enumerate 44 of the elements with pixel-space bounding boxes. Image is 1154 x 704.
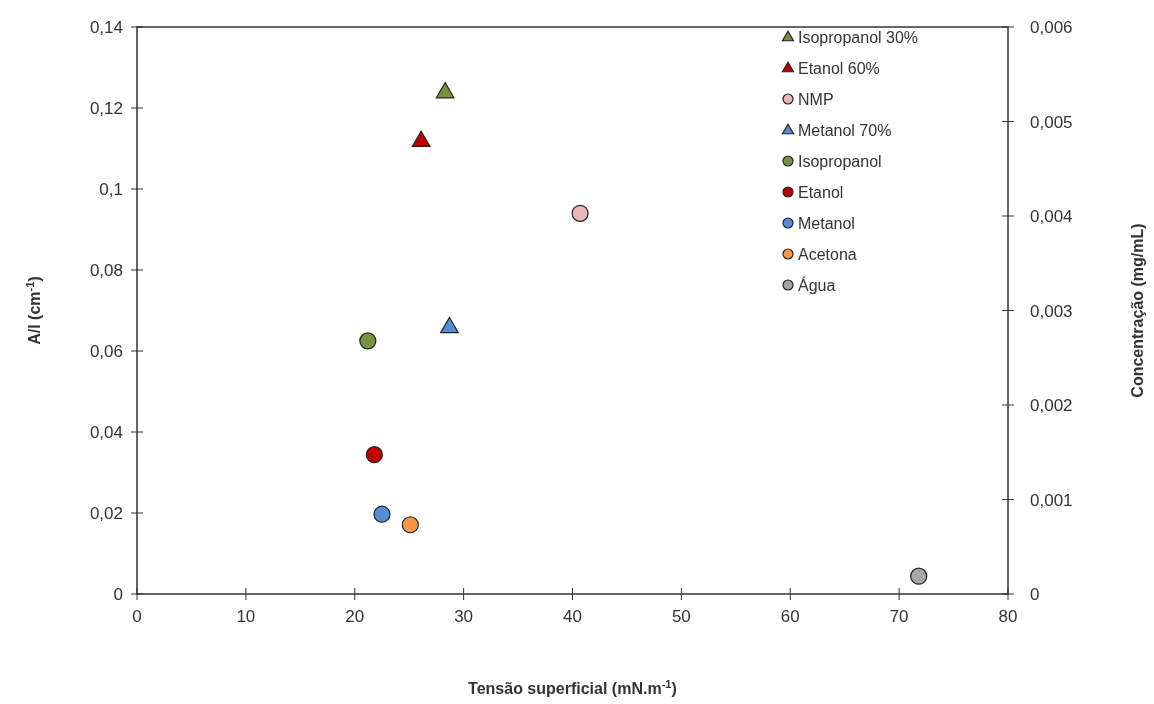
legend-label: Metanol bbox=[798, 215, 855, 232]
x-tick-label: 50 bbox=[671, 607, 691, 626]
x-tick-label: 80 bbox=[998, 607, 1018, 626]
legend-label: Água bbox=[798, 276, 836, 294]
point bbox=[571, 204, 589, 222]
y2-tick-label: 0 bbox=[1030, 585, 1040, 604]
point bbox=[401, 516, 419, 534]
x-tick-label: 70 bbox=[889, 607, 909, 626]
y-tick-label: 0,06 bbox=[89, 342, 123, 361]
y-tick-label: 0,08 bbox=[89, 261, 123, 280]
y2-tick-label: 0,005 bbox=[1030, 112, 1073, 132]
x-tick-label: 0 bbox=[132, 607, 142, 626]
x-tick-label: 40 bbox=[563, 607, 582, 626]
y-tick-label: 0 bbox=[113, 585, 123, 604]
legend-label: Acetona bbox=[798, 246, 857, 263]
legend-label: Etanol 60% bbox=[798, 60, 880, 77]
y2-tick-label: 0,001 bbox=[1030, 490, 1073, 510]
y-tick-label: 0,04 bbox=[89, 423, 123, 442]
legend-label: NMP bbox=[798, 91, 834, 108]
y-tick-label: 0,14 bbox=[89, 18, 123, 37]
point bbox=[910, 567, 928, 585]
x-tick-label: 60 bbox=[780, 607, 800, 626]
point bbox=[365, 446, 383, 464]
legend-label: Isopropanol 30% bbox=[798, 29, 919, 46]
y2-axis-title: Concentração (mg/mL) bbox=[1129, 223, 1146, 398]
y-tick-label: 0,12 bbox=[89, 99, 123, 118]
x-axis-title: Tensão superficial (mN.m$^{-1}$) bbox=[468, 678, 677, 697]
y-tick-label: 0,02 bbox=[89, 504, 123, 523]
legend-label: Etanol bbox=[798, 184, 844, 201]
legend-label: Metanol 70% bbox=[798, 122, 892, 139]
point bbox=[440, 316, 459, 334]
point bbox=[411, 130, 431, 147]
y-tick-label: 0,1 bbox=[99, 180, 123, 199]
y2-tick-label: 0,002 bbox=[1030, 396, 1073, 415]
y2-tick-label: 0,004 bbox=[1030, 207, 1073, 226]
y2-tick-label: 0,003 bbox=[1030, 301, 1073, 321]
point bbox=[435, 82, 455, 99]
legend-label: Isopropanol bbox=[798, 153, 882, 170]
point bbox=[359, 332, 377, 350]
x-tick-label: 20 bbox=[345, 607, 365, 626]
x-tick-label: 10 bbox=[236, 607, 256, 626]
point bbox=[373, 505, 391, 523]
y2-tick-label: 0,006 bbox=[1030, 18, 1073, 37]
x-tick-label: 30 bbox=[454, 607, 474, 626]
